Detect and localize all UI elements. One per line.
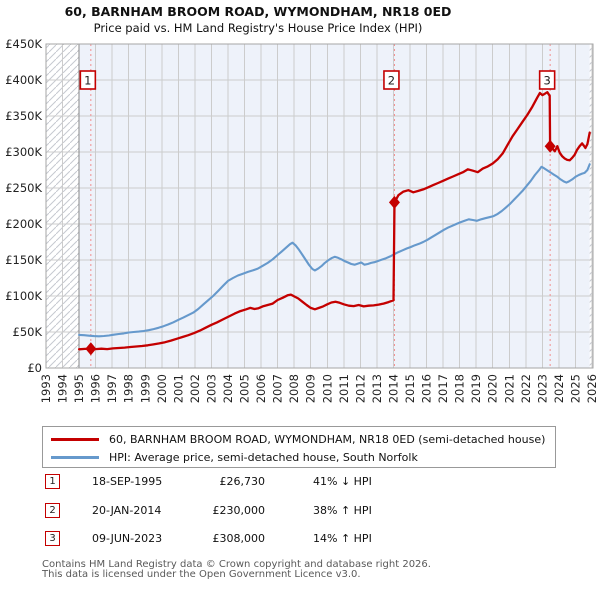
x-tick-label: 2009 — [304, 374, 318, 403]
sale-marker-3 — [544, 139, 556, 153]
x-tick-label: 2002 — [188, 374, 202, 403]
gridlines — [45, 43, 593, 369]
x-tick-label: 2007 — [271, 374, 285, 403]
transaction-hpi-comparison: 38% ↑ HPI — [313, 504, 372, 517]
x-tick-label: 2012 — [353, 374, 367, 403]
x-tick-label: 2017 — [436, 374, 450, 403]
legend-label-hpi: HPI: Average price, semi-detached house,… — [109, 450, 418, 464]
x-tick-label: 2015 — [403, 374, 417, 403]
license-note: Contains HM Land Registry data © Crown c… — [42, 560, 431, 579]
y-tick-label: £200K — [5, 217, 42, 231]
transaction-row: 1 18-SEP-1995 £26,730 41% ↓ HPI — [0, 474, 600, 491]
x-tick-label: 2019 — [469, 374, 483, 403]
x-tick-label: 1998 — [122, 374, 136, 403]
y-tick-label: £50K — [13, 325, 43, 339]
y-tick-label: £150K — [5, 253, 42, 267]
page-subtitle: Price paid vs. HM Land Registry's House … — [93, 21, 423, 35]
x-tick-label: 1997 — [105, 374, 119, 403]
x-tick-label: 2023 — [535, 374, 549, 403]
sale-label-number: 1 — [84, 74, 91, 88]
chart-legend: 60, BARNHAM BROOM ROAD, WYMONDHAM, NR18 … — [42, 426, 556, 468]
data-region-background — [79, 44, 590, 368]
price-line-swatch — [51, 437, 99, 441]
transaction-price: £308,000 — [212, 532, 266, 545]
x-tick-label: 2016 — [420, 374, 434, 403]
transaction-number-badge: 2 — [45, 503, 60, 518]
no-data-hatch-right — [589, 44, 593, 368]
license-line-2: This data is licensed under the Open Gov… — [42, 568, 361, 580]
y-tick-label: £250K — [5, 181, 42, 195]
x-tick-label: 2005 — [238, 374, 252, 403]
x-tick-label: 2021 — [502, 374, 516, 403]
sale-marker-1 — [85, 342, 97, 356]
x-tick-label: 1993 — [39, 374, 53, 403]
x-tick-label: 2010 — [320, 374, 334, 403]
y-tick-label: £450K — [5, 38, 42, 51]
x-tick-label: 2020 — [486, 374, 500, 403]
sale-label-box-1 — [79, 70, 97, 90]
hpi-line-swatch — [51, 455, 99, 459]
y-tick-label: £100K — [5, 289, 42, 303]
price-paid-line — [77, 91, 591, 351]
transaction-date: 18-SEP-1995 — [92, 475, 163, 488]
x-tick-label: 2024 — [552, 374, 566, 403]
x-tick-label: 2003 — [204, 374, 218, 403]
y-tick-label: £350K — [5, 109, 42, 123]
x-tick-label: 2008 — [287, 374, 301, 403]
sale-label-box-3 — [538, 70, 556, 90]
transaction-date: 20-JAN-2014 — [92, 504, 162, 517]
x-tick-label: 1995 — [72, 374, 86, 403]
transaction-price: £26,730 — [219, 475, 266, 488]
sale-label-number: 3 — [543, 74, 550, 88]
plot-border — [45, 43, 594, 369]
transaction-number-badge: 3 — [45, 531, 60, 546]
legend-item-hpi: HPI: Average price, semi-detached house,… — [43, 448, 555, 466]
hpi-line — [78, 163, 591, 338]
transaction-hpi-comparison: 41% ↓ HPI — [313, 475, 372, 488]
page-title: 60, BARNHAM BROOM ROAD, WYMONDHAM, NR18 … — [64, 4, 452, 19]
legend-label-price: 60, BARNHAM BROOM ROAD, WYMONDHAM, NR18 … — [109, 432, 546, 446]
x-tick-label: 2018 — [453, 374, 467, 403]
transaction-date: 09-JUN-2023 — [92, 532, 163, 545]
x-tick-label: 2022 — [519, 374, 533, 403]
x-tick-label: 2006 — [254, 374, 268, 403]
sale-label-box-2 — [383, 70, 400, 90]
transaction-row: 3 09-JUN-2023 £308,000 14% ↑ HPI — [0, 531, 600, 548]
transaction-number-badge: 1 — [45, 474, 60, 489]
x-tick-label: 2001 — [171, 374, 185, 403]
sale-marker-2 — [388, 195, 400, 209]
price-history-chart: 1 2 3 £0 £50K £100K £150K £200K £250K £300K £350K £… — [5, 38, 599, 403]
transaction-row: 2 20-JAN-2014 £230,000 38% ↑ HPI — [0, 503, 600, 520]
transaction-hpi-comparison: 14% ↑ HPI — [313, 532, 372, 545]
x-tick-label: 1996 — [89, 374, 103, 403]
x-tick-label: 2025 — [568, 374, 582, 403]
x-tick-label: 2013 — [370, 374, 384, 403]
x-tick-label: 2011 — [337, 374, 351, 403]
x-tick-label: 2000 — [155, 374, 169, 403]
x-tick-label: 2014 — [386, 374, 400, 403]
x-tick-label: 1994 — [56, 374, 70, 403]
y-tick-label: £300K — [5, 145, 42, 159]
transaction-price: £230,000 — [212, 504, 266, 517]
x-tick-label: 2004 — [221, 374, 235, 403]
sale-label-number: 2 — [388, 74, 395, 88]
y-tick-label: £0 — [27, 361, 42, 375]
x-tick-label: 2026 — [585, 374, 599, 403]
license-line-1: Contains HM Land Registry data © Crown c… — [42, 559, 431, 570]
x-tick-label: 1999 — [138, 374, 152, 403]
y-tick-label: £400K — [5, 73, 42, 87]
legend-item-price: 60, BARNHAM BROOM ROAD, WYMONDHAM, NR18 … — [43, 430, 555, 448]
